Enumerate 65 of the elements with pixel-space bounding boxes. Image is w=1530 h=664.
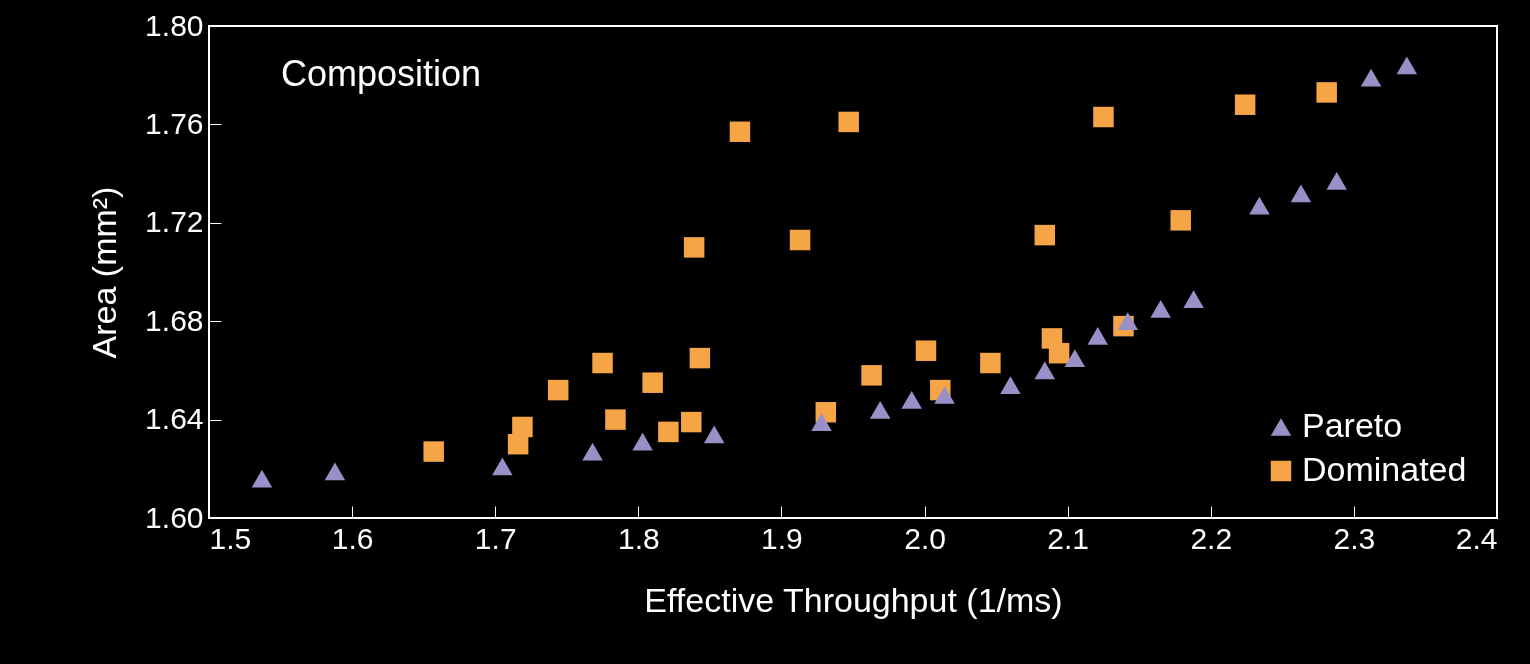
point: [592, 352, 613, 374]
y-tick-label: 1.68: [145, 303, 204, 337]
point: [1396, 56, 1418, 75]
point: [703, 425, 725, 444]
point: [1117, 312, 1139, 331]
point: [1326, 172, 1347, 190]
point: [582, 442, 603, 461]
x-tick-label: 2.0: [904, 521, 946, 555]
point: [642, 372, 663, 393]
point: [1234, 94, 1256, 115]
y-tick-label: 1.76: [145, 106, 204, 140]
point: [838, 111, 859, 133]
point: [811, 413, 832, 431]
point: [681, 411, 702, 433]
point: [512, 416, 533, 438]
point: [605, 409, 626, 430]
y-tick-label: 1.60: [145, 500, 204, 534]
point: [980, 352, 1001, 374]
point: [1048, 342, 1070, 364]
annotation: Composition: [281, 53, 482, 94]
x-tick-label: 2.3: [1333, 521, 1376, 555]
x-tick-label: 1.8: [617, 521, 660, 555]
point: [1183, 290, 1204, 308]
point: [869, 400, 891, 419]
point: [1249, 196, 1270, 215]
x-tick-label: 1.6: [331, 521, 374, 555]
point: [632, 432, 653, 451]
point: [1360, 68, 1382, 87]
legend-label: Dominated: [1302, 450, 1467, 488]
x-axis-title: Effective Throughput (1/ms): [644, 580, 1063, 619]
point: [492, 457, 513, 476]
point: [1064, 349, 1086, 367]
x-tick-label: 1.5: [209, 521, 252, 555]
point: [1290, 184, 1312, 203]
point: [915, 340, 937, 361]
legend-label: Pareto: [1302, 406, 1403, 444]
y-axis-title: Area (mm²): [85, 186, 124, 359]
y-tick-label: 1.80: [145, 8, 204, 42]
point: [251, 469, 273, 488]
point: [658, 421, 679, 443]
point: [1170, 210, 1191, 231]
point: [1034, 361, 1056, 380]
point: [1316, 82, 1337, 103]
point: [423, 441, 444, 462]
point: [934, 386, 955, 404]
point: [901, 391, 922, 409]
point: [1093, 106, 1114, 128]
y-tick-label: 1.64: [145, 402, 204, 436]
x-tick-label: 1.9: [761, 521, 803, 555]
x-tick-label: 2.4: [1455, 521, 1498, 555]
point: [861, 365, 882, 386]
point: [683, 237, 705, 258]
y-tick-label: 1.72: [145, 205, 204, 239]
point: [729, 121, 751, 143]
point: [1087, 327, 1108, 345]
point: [1000, 376, 1021, 395]
x-tick-label: 1.7: [474, 521, 517, 555]
point: [1034, 224, 1056, 246]
point: [547, 379, 569, 401]
point: [324, 462, 346, 481]
point: [789, 229, 811, 251]
point: [1150, 300, 1171, 318]
x-tick-label: 2.1: [1047, 521, 1090, 555]
x-tick-label: 2.2: [1190, 521, 1233, 555]
point: [689, 347, 711, 369]
